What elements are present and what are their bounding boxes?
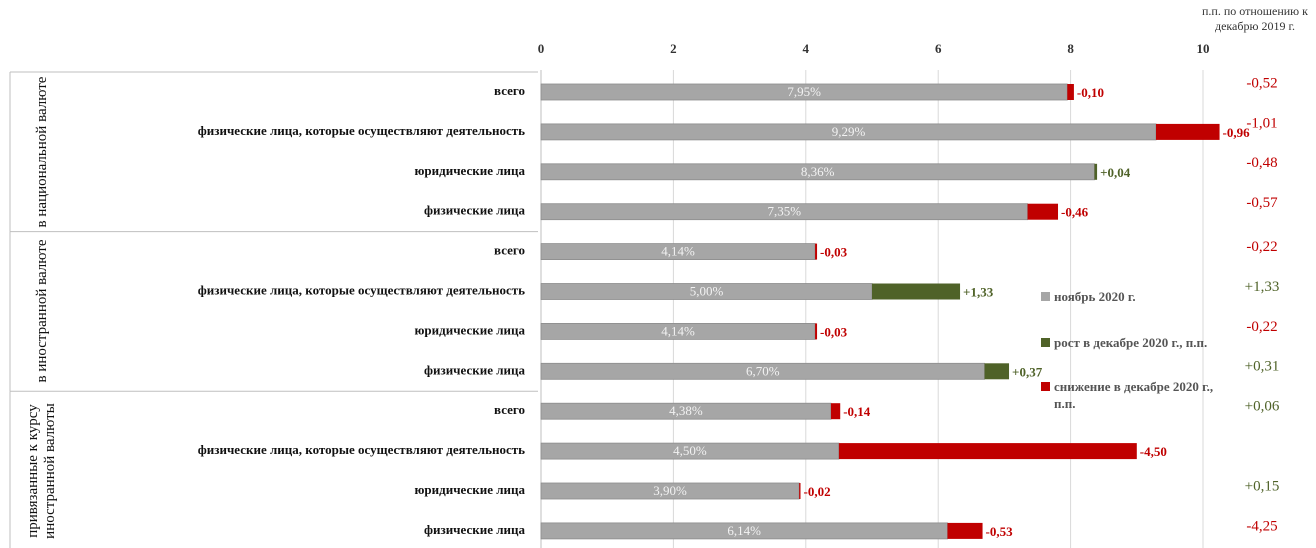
category-label: физические лица	[424, 362, 526, 377]
category-label: физические лица	[424, 203, 526, 218]
bar-change	[984, 363, 1010, 380]
change-label: -4,50	[1140, 444, 1167, 459]
change-column-value: -0,52	[1246, 75, 1277, 91]
change-label: -0,03	[820, 245, 848, 260]
change-column-value: +0,15	[1245, 478, 1280, 494]
bar-change	[815, 323, 818, 340]
bar-label: 4,50%	[673, 443, 707, 458]
bar-change	[1155, 123, 1220, 140]
bar-label: 9,29%	[832, 124, 866, 139]
category-label: физические лица, которые осуществляют де…	[198, 282, 525, 297]
change-label: +0,37	[1012, 364, 1043, 379]
change-column-value: +1,33	[1245, 279, 1280, 295]
change-column-value: -1,01	[1246, 115, 1277, 131]
change-label: -0,14	[843, 404, 871, 419]
bar-change	[838, 443, 1137, 460]
legend-label: ноябрь 2020 г.	[1054, 289, 1136, 304]
bar-label: 4,14%	[661, 323, 695, 338]
category-label: всего	[494, 402, 525, 417]
x-tick-label: 2	[670, 41, 677, 56]
bar-label: 5,00%	[690, 283, 724, 298]
change-label: -0,96	[1223, 125, 1251, 140]
legend-swatch	[1041, 382, 1050, 391]
bar-label: 8,36%	[801, 164, 835, 179]
category-label: физические лица, которые осуществляют де…	[198, 123, 525, 138]
legend-label: рост в декабре 2020 г., п.п.	[1054, 335, 1208, 350]
legend-label: снижение в декабре 2020 г., п.п.	[1054, 379, 1214, 411]
change-column-value: +0,31	[1245, 359, 1280, 375]
bar-change	[1067, 84, 1074, 100]
legend-swatch	[1041, 292, 1050, 301]
bar-change	[872, 283, 961, 300]
change-column-value: +0,06	[1245, 399, 1280, 415]
group-label: привязанные к курсу иностранной валюты	[25, 403, 58, 539]
category-label: юридические лица	[414, 482, 525, 497]
change-label: -0,03	[820, 324, 848, 339]
x-tick-label: 10	[1197, 41, 1210, 56]
bar-label: 7,95%	[787, 84, 821, 99]
bar-change	[830, 403, 841, 420]
x-tick-label: 4	[803, 41, 810, 56]
change-column-title: п.п. по отношению к декабрю 2019 г.	[1202, 4, 1308, 33]
bar-label: 6,14%	[727, 523, 761, 538]
change-label: -0,02	[804, 484, 831, 499]
bar-change	[1094, 163, 1098, 180]
change-column-value: -4,25	[1246, 518, 1277, 534]
group-label: в национальной валюте	[33, 76, 50, 228]
bar-label: 3,90%	[653, 483, 687, 498]
bar-change	[799, 483, 801, 499]
bar-change	[815, 243, 818, 260]
change-column-value: -0,22	[1246, 239, 1277, 255]
bar-label: 4,38%	[669, 403, 703, 418]
x-tick-label: 0	[538, 41, 545, 56]
change-label: -0,10	[1077, 85, 1104, 100]
change-column-value: -0,57	[1246, 195, 1278, 211]
category-label: юридические лица	[414, 322, 525, 337]
change-column-value: -0,22	[1246, 319, 1277, 335]
category-label: всего	[494, 83, 525, 98]
bar-change	[1027, 203, 1059, 220]
bar-label: 4,14%	[661, 244, 695, 259]
x-tick-label: 8	[1067, 41, 1074, 56]
category-label: физические лица	[424, 522, 526, 537]
bar-label: 6,70%	[746, 363, 780, 378]
change-column-value: -0,48	[1246, 155, 1277, 171]
x-tick-label: 6	[935, 41, 942, 56]
bar-label: 7,35%	[767, 204, 801, 219]
group-label: в иностранной валюте	[33, 239, 50, 383]
change-label: -0,46	[1061, 205, 1089, 220]
change-label: -0,53	[986, 524, 1014, 539]
category-label: всего	[494, 243, 525, 258]
change-label: +0,04	[1100, 165, 1131, 180]
bar-change	[947, 522, 983, 539]
legend-swatch	[1041, 338, 1050, 347]
change-label: +1,33	[963, 284, 994, 299]
category-label: юридические лица	[414, 163, 525, 178]
category-label: физические лица, которые осуществляют де…	[198, 442, 525, 457]
